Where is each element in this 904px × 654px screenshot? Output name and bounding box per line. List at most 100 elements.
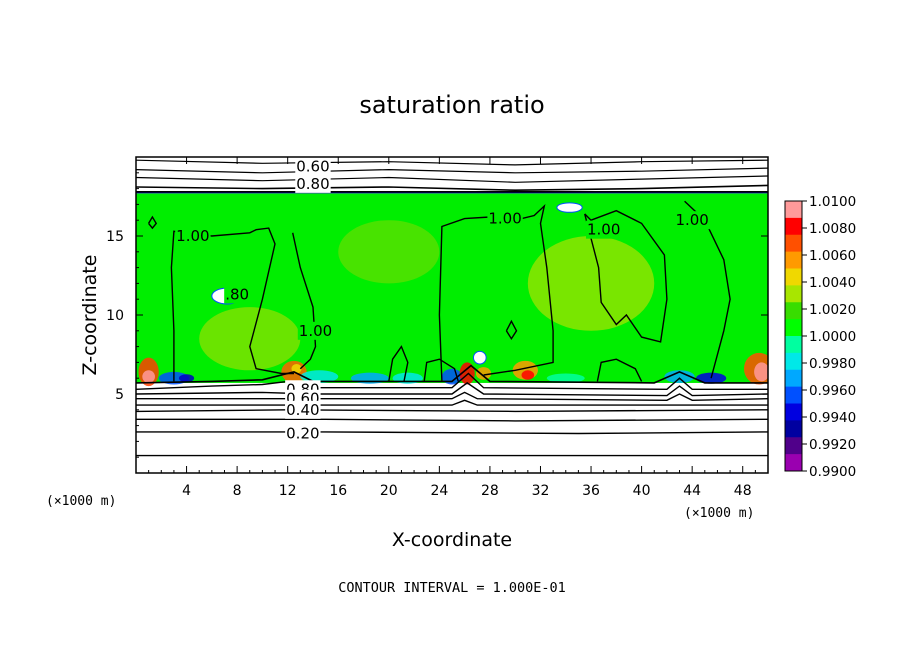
colorbar-label-7: 0.9980 [809, 356, 856, 372]
contour-top-1 [136, 159, 768, 166]
x-tick-label-40: 40 [633, 483, 651, 499]
unshaded-patch-3 [472, 350, 487, 365]
contour-low-1 [136, 364, 768, 384]
contour-top-3 [136, 175, 768, 183]
colorbar-label-5: 1.0020 [809, 302, 856, 318]
y-tick-label-5: 5 [115, 387, 124, 403]
contour-label-bg-5 [585, 220, 622, 239]
x-tick-label-48: 48 [734, 483, 752, 499]
anomaly-19 [754, 362, 768, 382]
contour-label-bg-3 [175, 227, 211, 245]
y-tick-label-15: 15 [106, 229, 124, 245]
contour-label-bg-11 [285, 400, 321, 419]
x-axis: 4 8 12 16 20 24 28 32 36 40 44 48 [148, 157, 756, 499]
contour-label-bg-6 [674, 211, 710, 230]
colorbar-swatch-12 [785, 386, 802, 404]
contour-label-bg-12 [285, 424, 321, 443]
contour-label-7: 1.00 [299, 322, 332, 340]
colorbar-label-8: 0.9960 [809, 383, 856, 399]
saturation-shading [136, 191, 768, 387]
contour-interval-note: CONTOUR INTERVAL = 1.000E-01 [338, 580, 566, 596]
unshaded-patch-2 [556, 202, 583, 213]
contour-low-2 [136, 372, 768, 391]
contour-label-12: 0.20 [286, 425, 319, 443]
colorbar-swatch-10 [785, 352, 802, 371]
contour-label-bg-7 [297, 321, 334, 340]
anomaly-20 [199, 307, 301, 371]
anomaly-15 [546, 373, 585, 383]
colorbar-label-10: 0.9920 [809, 437, 856, 453]
colorbar-swatch-2 [785, 217, 802, 236]
contour-label-bg-1 [295, 157, 331, 176]
x-tick-label-20: 20 [380, 483, 398, 499]
anomaly-4 [178, 374, 195, 383]
colorbar-swatch-5 [785, 268, 802, 286]
colorbar: 1.0100 1.0080 1.0060 1.0040 1.0020 1.0000 0.99… [784, 194, 856, 480]
colorbar-label-4: 1.0040 [809, 275, 856, 291]
anomaly-14 [521, 370, 535, 380]
x-unit-right: (×1000 m) [684, 506, 754, 521]
contour-plume-3 [438, 203, 554, 382]
contour-top-4 [136, 184, 768, 192]
contour-label-bg-2 [295, 174, 331, 193]
x-tick-label-32: 32 [532, 483, 550, 499]
chart-title: saturation ratio [359, 91, 544, 119]
colorbar-swatch-6 [785, 285, 802, 303]
anomaly-12 [476, 367, 492, 380]
x-tick-label-24: 24 [430, 483, 448, 499]
contour-cell-1 [388, 345, 409, 382]
colorbar-swatch-15 [785, 437, 802, 455]
y-axis: 5 10 15 [106, 172, 768, 458]
anomaly-16 [664, 370, 695, 383]
colorbar-swatch-4 [785, 251, 802, 269]
contour-label-1: 0.60 [296, 157, 329, 175]
colorbar-swatch-8 [785, 319, 802, 337]
contour-cell-2 [423, 358, 459, 382]
contour-label-bg-8 [224, 285, 251, 304]
x-unit-left: (×1000 m) [46, 494, 116, 509]
colorbar-label-3: 1.0060 [809, 248, 856, 264]
contour-label-11: 0.40 [286, 401, 319, 419]
contour-label-4: 1.00 [488, 210, 521, 228]
anomaly-11 [459, 362, 475, 385]
contour-low-5 [136, 399, 768, 406]
colorbar-swatch-11 [785, 369, 802, 388]
contour-low-7 [136, 418, 768, 422]
colorbar-label-9: 0.9940 [809, 410, 856, 426]
contour-cell-3 [596, 358, 643, 382]
x-tick-label-12: 12 [279, 483, 297, 499]
x-tick-label-16: 16 [329, 483, 347, 499]
y-tick-label-10: 10 [106, 308, 124, 324]
anomaly-22 [338, 220, 440, 284]
colorbar-swatch-7 [785, 302, 802, 320]
colorbar-swatch-3 [785, 234, 802, 253]
colorbar-swatch-9 [785, 336, 802, 354]
contour-cell-4 [505, 319, 518, 340]
colorbar-label-1: 1.0100 [809, 194, 856, 210]
contour-cell-5 [147, 215, 158, 230]
contour-label-5: 1.00 [587, 221, 620, 239]
contour-label-bg-4 [487, 209, 523, 228]
anomaly-21 [527, 236, 655, 331]
contour-low-8 [136, 431, 768, 435]
contour-label-3: 1.00 [176, 227, 209, 245]
contour-label-8: .80 [225, 285, 249, 303]
colorbar-label-11: 0.9900 [809, 464, 856, 480]
plot-area: 0.600.801.001.001.001.001.00.800.800.600… [136, 157, 768, 473]
x-axis-label: X-coordinate [392, 529, 512, 551]
colorbar-label-6: 1.0000 [809, 329, 856, 345]
x-tick-label-44: 44 [683, 483, 701, 499]
colorbar-swatch-16 [785, 454, 802, 472]
colorbar-swatch-13 [785, 403, 802, 421]
x-tick-label-4: 4 [182, 483, 191, 499]
anomaly-2 [142, 370, 155, 383]
x-tick-label-36: 36 [582, 483, 600, 499]
contour-labels: 0.600.801.001.001.001.001.00.800.800.600… [175, 157, 710, 443]
anomaly-10 [441, 368, 463, 385]
colorbar-swatch-1 [785, 201, 802, 219]
x-tick-label-8: 8 [233, 483, 242, 499]
contour-plume-1 [170, 227, 294, 382]
contour-label-2: 0.80 [296, 175, 329, 193]
contour-top-2 [136, 167, 768, 174]
